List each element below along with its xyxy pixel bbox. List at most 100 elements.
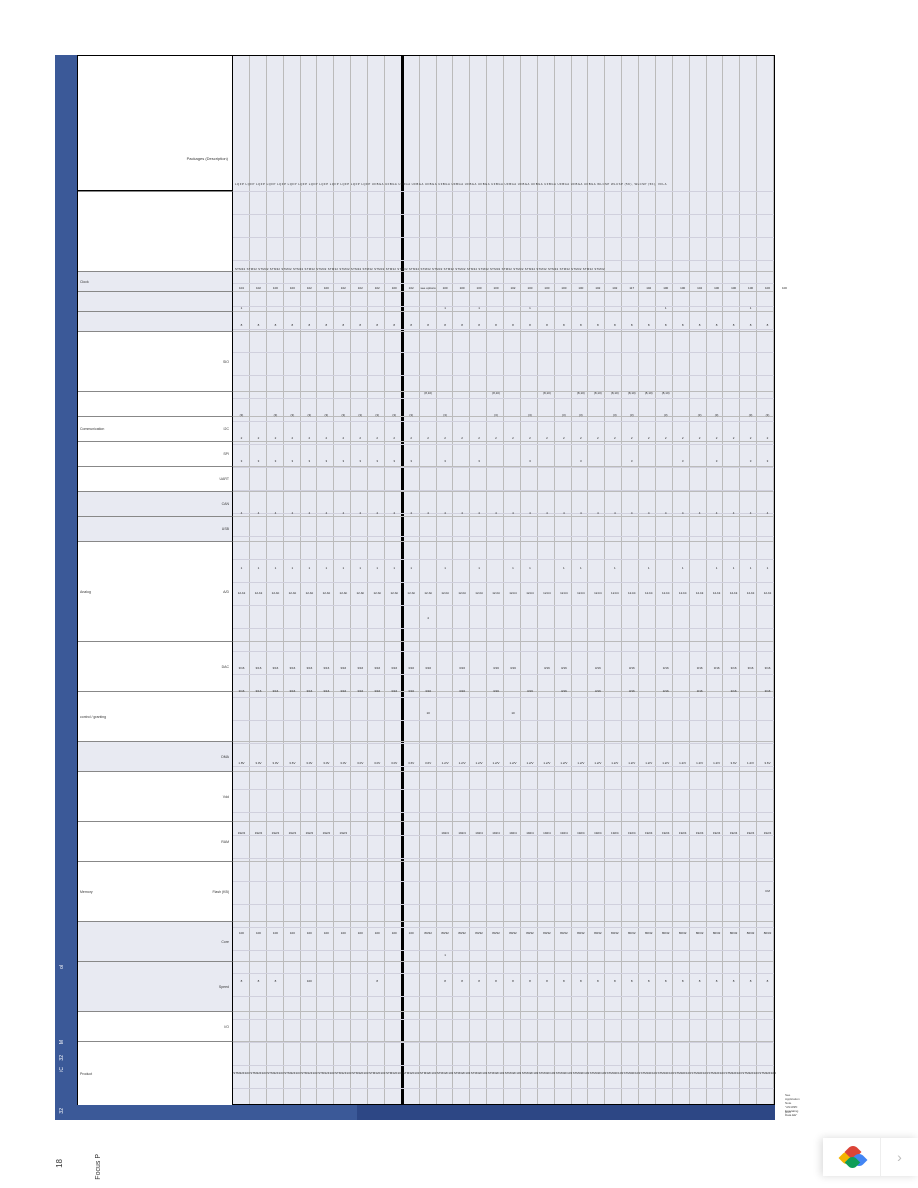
row-header: USB [78, 516, 233, 541]
table-cell: 1 [352, 566, 369, 570]
footer-right [357, 1105, 775, 1120]
table-cell: (8,10) [420, 391, 437, 395]
row-header: Core [78, 921, 233, 961]
table-cell: (3) [233, 413, 250, 417]
table-cell: STM32F103 [420, 1071, 437, 1075]
table-cell: 1 [335, 566, 352, 570]
table-cell: STM32F103 [488, 1071, 505, 1075]
table-cell: 12-bit [521, 591, 538, 595]
table-cell: 3.0V [335, 761, 352, 765]
table-cell: 1 [386, 566, 403, 570]
table-cell: (3) [267, 413, 284, 417]
table-cell: 192/4 [488, 831, 505, 835]
table-cell: STM32F103 [471, 1071, 488, 1075]
table-cell: 100 [352, 931, 369, 935]
table-cell: 8 [555, 323, 572, 327]
table-cell: CM [759, 889, 776, 893]
row-sub-label: Speed [219, 985, 229, 989]
table-cell: 8 [488, 979, 505, 983]
row-header [78, 191, 233, 271]
table-cell: 8 [471, 323, 488, 327]
grid-hline-minor [233, 697, 774, 698]
table-cell: STM32F103 [301, 1071, 318, 1075]
widget-panel[interactable]: › [823, 1138, 918, 1176]
table-cell: 8 [301, 323, 318, 327]
table-cell: 3/16 [403, 666, 420, 670]
table-cell: (8,10) [488, 391, 505, 395]
table-cell: 2 [318, 436, 335, 440]
table-cell: 3/16 [454, 689, 471, 693]
table-cell: 12-bit [454, 591, 471, 595]
table-cell: 8 [437, 323, 454, 327]
table-cell: 2 [454, 436, 471, 440]
table-cell: (3) [742, 413, 759, 417]
table-cell: 3/16 [488, 666, 505, 670]
grid-hline-minor [233, 352, 774, 353]
grid-hline-minor [233, 858, 774, 859]
table-cell: 4 [572, 511, 589, 515]
table-cell: 1.2/V [708, 761, 725, 765]
table-cell: STM32F103 [759, 1071, 776, 1075]
table-cell: 8 [725, 323, 742, 327]
table-cell: 2 [725, 436, 742, 440]
table-cell: 3/16 [691, 689, 708, 693]
footer-left [77, 1105, 357, 1120]
table-cell: 192/4 [454, 831, 471, 835]
table-cell: STM32F103 [386, 1071, 403, 1075]
table-cell: 3/16 [233, 666, 250, 670]
table-cell: 4 [742, 511, 759, 515]
grid-hline-minor [233, 766, 774, 767]
table-cell: 8 [572, 979, 589, 983]
table-cell: 192/4 [505, 831, 522, 835]
table-cell: 3.6V [725, 761, 742, 765]
table-cell: 1 [606, 566, 623, 570]
grid-hline-minor [233, 605, 774, 606]
table-cell: (3) [657, 413, 674, 417]
table-cell: 3.6V [420, 761, 437, 765]
table-cell: 2 [284, 436, 301, 440]
table-cell: 8 [233, 323, 250, 327]
table-cell: 1 [233, 306, 250, 310]
table-cell: 4 [267, 511, 284, 515]
table-cell: 3/16 [657, 666, 674, 670]
table-cell: 3 [742, 459, 759, 463]
table-cell: 192/4 [623, 831, 640, 835]
table-cell: 3 [521, 459, 538, 463]
table-cell: 3/16 [488, 689, 505, 693]
table-cell: 12-bit [267, 591, 284, 595]
table-cell: 1 [267, 566, 284, 570]
grid-hline [233, 291, 774, 292]
table-cell: 3.0V [318, 761, 335, 765]
table-cell: 8 [708, 979, 725, 983]
row-header: Product [78, 1041, 233, 1106]
table-cell: 1.2/V [657, 761, 674, 765]
table-cell: 3/16 [284, 666, 301, 670]
table-cell: 8 [589, 323, 606, 327]
table-cell: 100 [369, 931, 386, 935]
table-cell: 1.2/V [691, 761, 708, 765]
table-cell: 100 [454, 286, 471, 290]
table-cell: 1 [301, 566, 318, 570]
table-cell: 2 [623, 436, 640, 440]
table-cell: 12-bit [471, 591, 488, 595]
table-cell: 80/32 [708, 931, 725, 935]
row-header [78, 391, 233, 416]
table-cell: 2 [759, 436, 776, 440]
table-cell: 3/16 [623, 689, 640, 693]
table-cell: 80/32 [471, 931, 488, 935]
table-cell: 3 [301, 459, 318, 463]
table-cell: 3 [250, 459, 267, 463]
table-cell: 2 [606, 436, 623, 440]
table-cell: 8 [623, 979, 640, 983]
chevron-right-icon[interactable]: › [880, 1138, 918, 1176]
row-sub-label: Vdd [223, 795, 229, 799]
grid-hline [233, 271, 774, 272]
table-cell: 80/32 [759, 931, 776, 935]
table-cell: 12-bit [437, 591, 454, 595]
table-cell: 3/16 [335, 666, 352, 670]
grid-hline-minor [233, 260, 774, 261]
table-cell: (3) [572, 413, 589, 417]
table-cell: 8 [250, 323, 267, 327]
table-cell: 3 [674, 459, 691, 463]
table-cell: 3 [369, 459, 386, 463]
